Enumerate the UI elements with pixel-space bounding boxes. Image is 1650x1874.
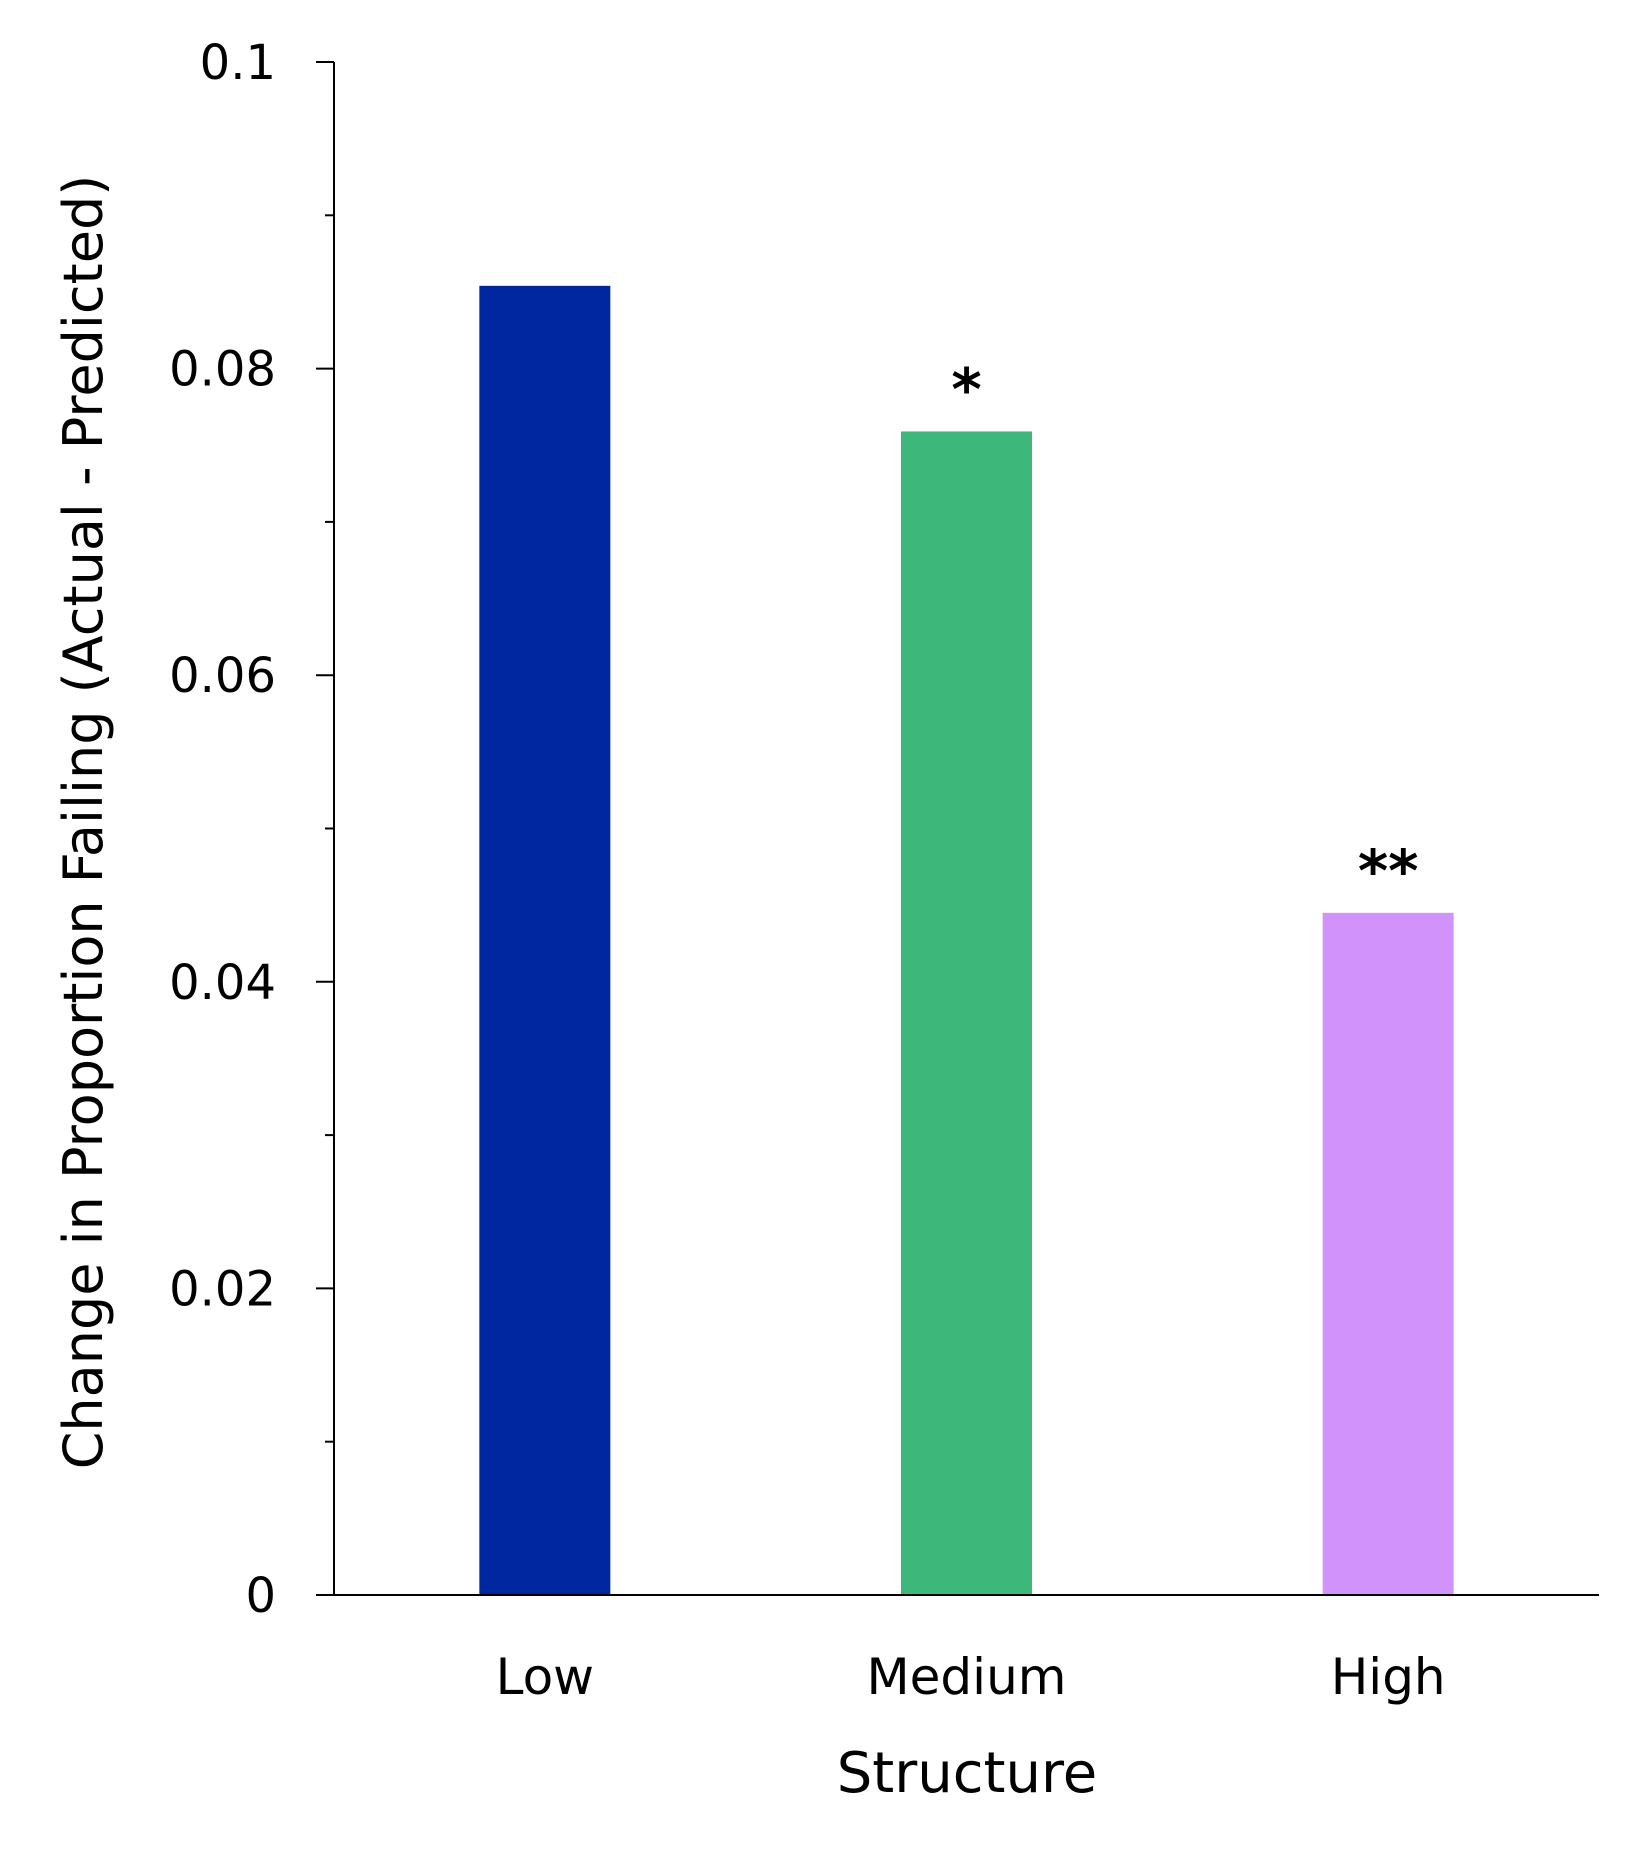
x-axis-title: Structure — [837, 1741, 1098, 1806]
bar-high — [1322, 912, 1454, 1595]
y-tick-label: 0 — [245, 1568, 276, 1624]
bar-medium — [901, 431, 1032, 1595]
bar-low — [479, 285, 611, 1595]
x-tick-label: High — [1331, 1648, 1446, 1706]
significance-marker: ** — [1358, 837, 1419, 905]
y-tick-label: 0.08 — [169, 342, 276, 398]
y-axis-title: Change in Proportion Failing (Actual - P… — [52, 175, 115, 1470]
y-tick-label: 0.1 — [200, 35, 276, 91]
y-tick-label: 0.04 — [169, 955, 276, 1011]
x-tick-label: Low — [496, 1648, 594, 1706]
y-tick-label: 0.06 — [169, 648, 276, 704]
y-tick-label: 0.02 — [169, 1261, 276, 1317]
significance-marker: * — [951, 355, 981, 423]
x-tick-label: Medium — [867, 1648, 1067, 1706]
